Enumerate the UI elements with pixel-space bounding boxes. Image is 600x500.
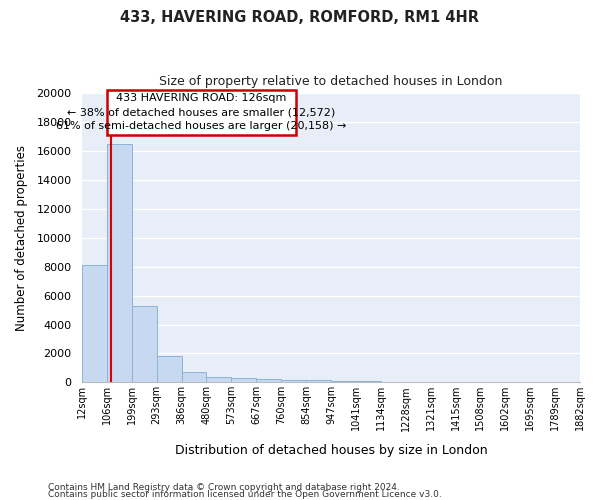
Bar — [232, 378, 256, 382]
Text: Contains public sector information licensed under the Open Government Licence v3: Contains public sector information licen… — [48, 490, 442, 499]
Y-axis label: Number of detached properties: Number of detached properties — [15, 145, 28, 331]
FancyBboxPatch shape — [107, 90, 296, 135]
Bar — [157, 356, 182, 382]
Bar — [331, 381, 356, 382]
Bar — [306, 380, 331, 382]
Text: 433, HAVERING ROAD, ROMFORD, RM1 4HR: 433, HAVERING ROAD, ROMFORD, RM1 4HR — [121, 10, 479, 25]
Bar — [206, 378, 232, 382]
Bar — [82, 266, 107, 382]
Text: 433 HAVERING ROAD: 126sqm
← 38% of detached houses are smaller (12,572)
61% of s: 433 HAVERING ROAD: 126sqm ← 38% of detac… — [56, 94, 347, 132]
Bar — [256, 379, 281, 382]
Title: Size of property relative to detached houses in London: Size of property relative to detached ho… — [159, 75, 503, 88]
Bar — [131, 306, 157, 382]
Text: Contains HM Land Registry data © Crown copyright and database right 2024.: Contains HM Land Registry data © Crown c… — [48, 484, 400, 492]
Bar — [107, 144, 131, 382]
X-axis label: Distribution of detached houses by size in London: Distribution of detached houses by size … — [175, 444, 487, 458]
Bar — [281, 380, 306, 382]
Bar — [182, 372, 206, 382]
